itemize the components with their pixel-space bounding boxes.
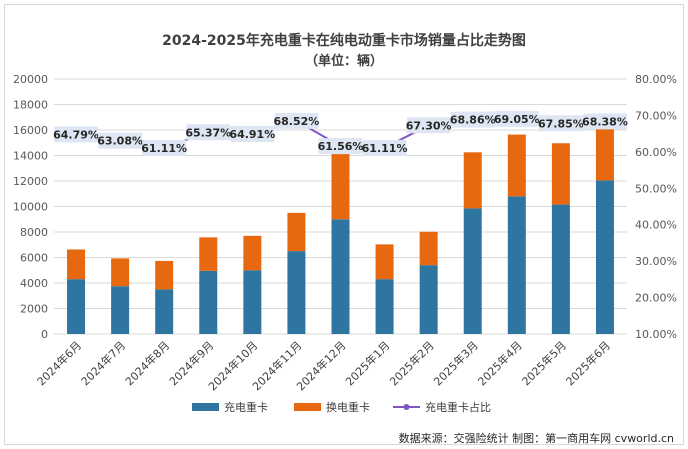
data-label-box	[494, 110, 539, 127]
bar-swapping	[111, 258, 130, 287]
y-left-tick: 14000	[13, 150, 48, 163]
data-label-box	[54, 126, 99, 143]
data-label-box	[318, 138, 363, 155]
bar-charging	[199, 270, 218, 334]
bar-charging	[243, 270, 262, 334]
legend-label: 充电重卡	[224, 400, 268, 414]
bar-swapping	[67, 249, 86, 280]
data-label-box	[142, 139, 187, 156]
legend-label: 换电重卡	[326, 400, 370, 414]
y-left-tick: 8000	[20, 226, 48, 239]
y-left-tick: 20000	[13, 73, 48, 86]
data-label: 61.11%	[362, 142, 408, 155]
data-label: 68.38%	[582, 115, 628, 128]
chart-title: 2024-2025年充电重卡在纯电动重卡市场销量占比走势图	[162, 33, 526, 49]
data-label-box	[186, 124, 231, 141]
legend-swatch-swapping	[294, 403, 321, 411]
data-label-box	[274, 112, 319, 129]
y-left-tick: 18000	[13, 99, 48, 112]
bar-charging	[507, 196, 526, 334]
y-right-tick: 80.00%	[635, 73, 677, 86]
data-label: 68.86%	[450, 114, 496, 127]
x-tick-label: 2025年6月	[563, 338, 613, 388]
data-label-box	[582, 113, 627, 130]
y-right-tick: 50.00%	[635, 182, 677, 195]
data-label-box	[98, 132, 143, 149]
y-right-tick: 60.00%	[635, 146, 677, 159]
bar-charging	[331, 219, 350, 334]
y-right-tick: 30.00%	[635, 255, 677, 268]
y-left-tick: 16000	[13, 124, 48, 137]
data-label: 63.08%	[97, 135, 143, 148]
bar-charging	[155, 289, 174, 334]
bar-swapping	[419, 231, 438, 266]
y-right-tick: 40.00%	[635, 219, 677, 232]
legend-swatch-charging	[192, 403, 219, 411]
bar-swapping	[243, 235, 262, 271]
y-left-tick: 6000	[20, 252, 48, 265]
legend-marker-ratio	[403, 404, 410, 410]
y-left-tick: 0	[41, 328, 48, 341]
x-tick-label: 2025年2月	[387, 338, 437, 388]
bar-charging	[67, 279, 86, 334]
chart-subtitle: （单位：辆）	[304, 54, 383, 69]
bar-swapping	[331, 152, 350, 220]
bar-swapping	[199, 237, 218, 271]
bar-charging	[287, 251, 306, 334]
data-label-box	[230, 125, 275, 142]
data-label-box	[362, 139, 407, 156]
x-tick-label: 2025年5月	[519, 338, 569, 388]
bar-swapping	[463, 152, 482, 209]
y-left-tick: 12000	[13, 175, 48, 188]
data-label-box	[406, 117, 451, 134]
data-label: 68.52%	[274, 115, 320, 128]
data-label: 61.11%	[141, 142, 187, 155]
data-label-box	[450, 111, 495, 128]
data-label: 61.56%	[318, 140, 364, 153]
x-tick-label: 2024年6月	[34, 338, 84, 388]
bar-charging	[551, 204, 570, 334]
x-tick-label: 2024年8月	[122, 338, 172, 388]
x-tick-label: 2025年3月	[431, 338, 481, 388]
data-label: 65.37%	[185, 126, 231, 139]
x-tick-label: 2025年4月	[475, 338, 525, 388]
legend-label: 充电重卡占比	[425, 400, 491, 414]
y-right-tick: 10.00%	[635, 328, 677, 341]
bar-swapping	[595, 127, 614, 181]
y-right-tick: 20.00%	[635, 292, 677, 305]
bar-charging	[419, 265, 438, 334]
y-left-tick: 10000	[13, 201, 48, 214]
bar-charging	[111, 286, 130, 334]
bar-swapping	[287, 212, 306, 252]
data-label: 67.85%	[538, 117, 584, 130]
bar-charging	[463, 208, 482, 334]
data-label: 64.79%	[53, 128, 99, 141]
data-label-box	[538, 115, 583, 132]
y-left-tick: 2000	[20, 303, 48, 316]
x-tick-label: 2025年1月	[342, 338, 392, 388]
x-tick-label: 2024年7月	[78, 338, 128, 388]
bar-swapping	[155, 260, 174, 290]
bar-swapping	[375, 244, 394, 280]
bar-swapping	[551, 143, 570, 205]
bar-charging	[595, 180, 614, 334]
data-label: 69.05%	[494, 113, 540, 126]
bar-swapping	[507, 134, 526, 197]
source-note: 数据来源：交强险统计 制图：第一商用车网 cvworld.cn	[398, 432, 674, 445]
data-label: 67.30%	[406, 119, 452, 132]
data-label: 64.91%	[229, 128, 275, 141]
y-right-tick: 70.00%	[635, 109, 677, 122]
y-left-tick: 4000	[20, 277, 48, 290]
bar-charging	[375, 279, 394, 334]
